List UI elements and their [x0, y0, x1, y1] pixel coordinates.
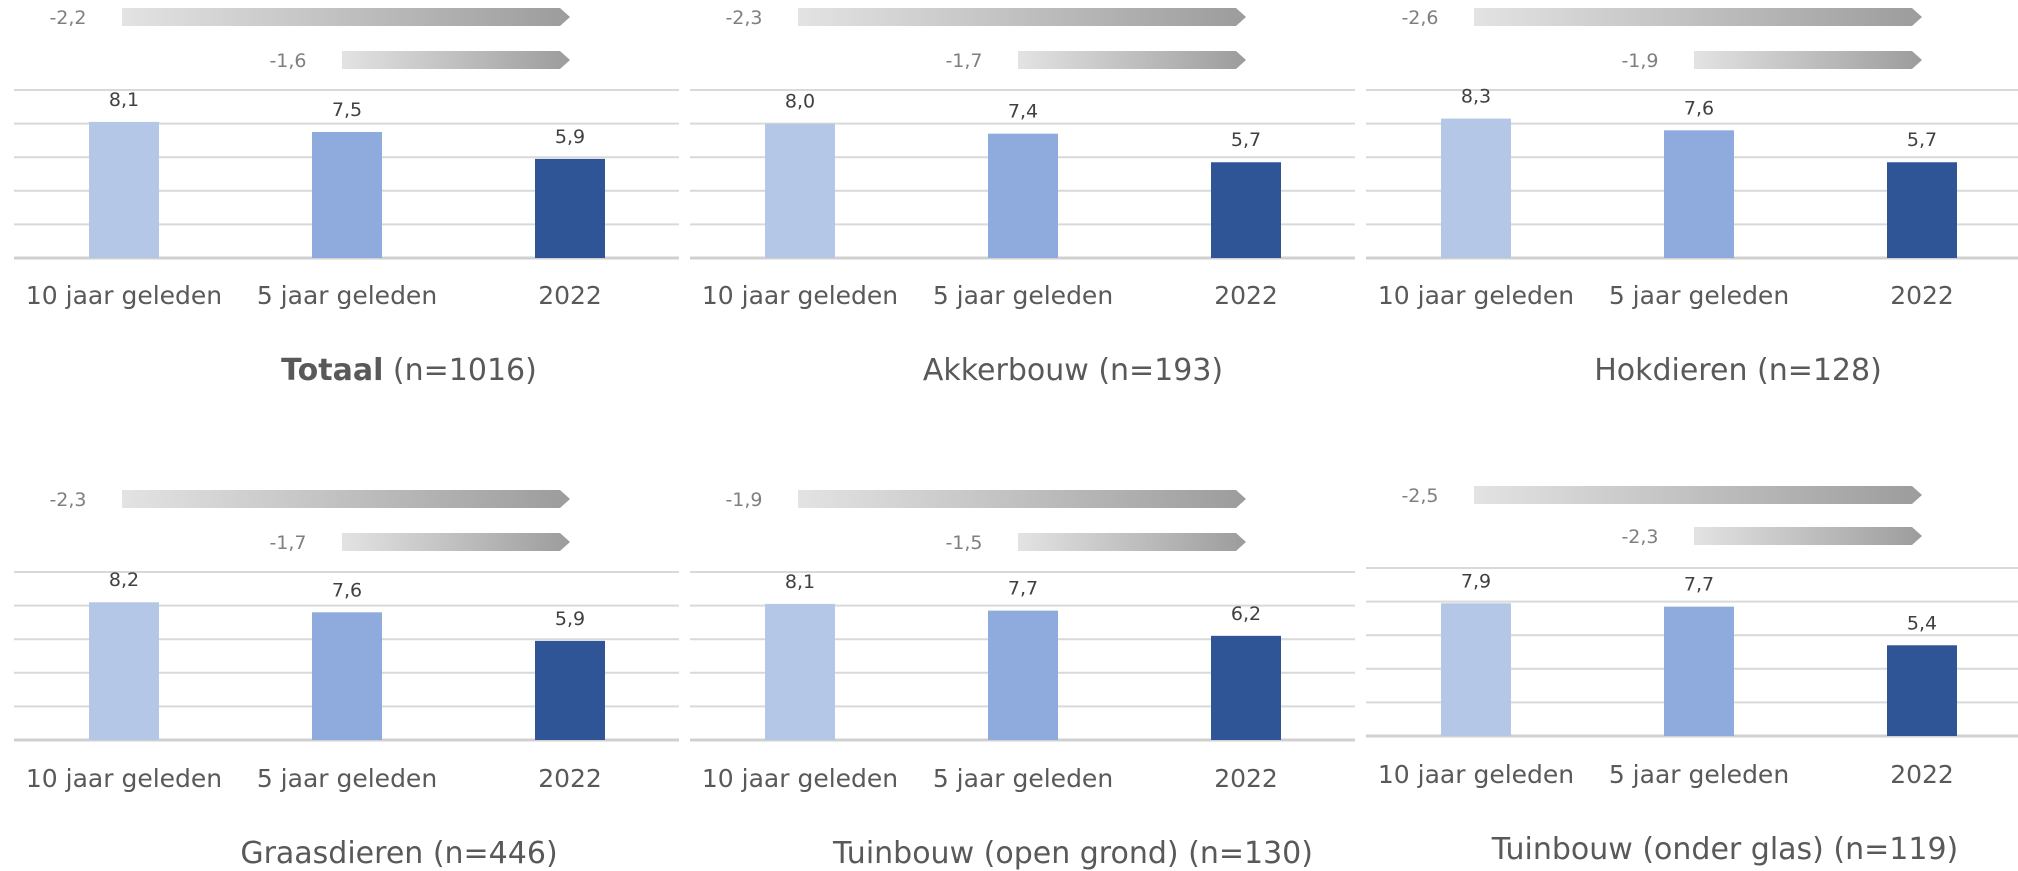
category-label: 2022 [1890, 760, 1954, 789]
data-label: 7,5 [332, 99, 362, 121]
bar [1887, 162, 1957, 258]
change-label: -2,5 [1401, 485, 1438, 507]
data-label: 5,7 [1231, 129, 1261, 151]
panel-title-rest: (n=1016) [383, 353, 536, 388]
bar [1441, 603, 1511, 736]
change-label: -1,7 [945, 50, 982, 72]
category-label: 10 jaar geleden [702, 764, 898, 793]
panel-title: Graasdieren (n=446) [240, 836, 557, 871]
change-arrow [342, 51, 570, 69]
data-label: 7,7 [1684, 574, 1714, 596]
change-arrow [122, 490, 570, 508]
change-label: -2,2 [49, 7, 86, 29]
data-label: 8,2 [109, 569, 139, 591]
chart-panel-1: 8,1 10 jaar geleden 7,5 5 jaar geleden 5,9 20… [14, 7, 679, 388]
change-label: -1,7 [269, 532, 306, 554]
data-label: 8,1 [109, 89, 139, 111]
panel-title: Tuinbouw (onder glas) (n=119) [1491, 832, 1959, 867]
panel-title-rest: Tuinbouw (onder glas) (n=119) [1491, 832, 1959, 867]
bar [312, 612, 382, 740]
category-label: 2022 [1214, 764, 1278, 793]
panel-title-rest: Graasdieren (n=446) [240, 836, 557, 871]
bar [1664, 130, 1734, 258]
category-label: 10 jaar geleden [26, 281, 222, 310]
category-label: 10 jaar geleden [702, 281, 898, 310]
data-label: 5,9 [555, 608, 585, 630]
data-label: 5,4 [1907, 612, 1937, 634]
data-label: 7,7 [1008, 578, 1038, 600]
category-label: 2022 [538, 764, 602, 793]
data-label: 6,2 [1231, 603, 1261, 625]
bar [765, 603, 835, 740]
category-label: 5 jaar geleden [933, 764, 1113, 793]
change-arrow [798, 490, 1246, 508]
panel-title-bold: Totaal [281, 353, 383, 388]
category-label: 5 jaar geleden [257, 281, 437, 310]
change-label: -2,3 [1621, 526, 1658, 548]
bar [535, 640, 605, 740]
change-label: -1,9 [1621, 50, 1658, 72]
change-label: -2,3 [725, 7, 762, 29]
data-label: 5,9 [555, 126, 585, 148]
data-label: 8,0 [785, 91, 815, 113]
category-label: 2022 [1890, 281, 1954, 310]
data-label: 7,6 [1684, 97, 1714, 119]
change-arrow [1474, 486, 1922, 504]
change-arrow [342, 533, 570, 551]
category-label: 5 jaar geleden [1609, 760, 1789, 789]
change-arrow [1474, 8, 1922, 26]
bar [1441, 118, 1511, 258]
category-label: 10 jaar geleden [26, 764, 222, 793]
data-label: 7,6 [332, 579, 362, 601]
panel-title-rest: Akkerbouw (n=193) [923, 353, 1223, 388]
change-arrow [798, 8, 1246, 26]
data-label: 7,4 [1008, 101, 1038, 123]
category-label: 5 jaar geleden [1609, 281, 1789, 310]
data-label: 5,7 [1907, 129, 1937, 151]
category-label: 10 jaar geleden [1378, 281, 1574, 310]
bar [535, 158, 605, 258]
bar [988, 133, 1058, 258]
panel-title-rest: Tuinbouw (open grond) (n=130) [832, 836, 1313, 871]
change-arrow [1018, 533, 1246, 551]
panel-title: Tuinbouw (open grond) (n=130) [832, 836, 1313, 871]
category-label: 5 jaar geleden [257, 764, 437, 793]
bar [1211, 162, 1281, 258]
category-label: 10 jaar geleden [1378, 760, 1574, 789]
change-label: -1,9 [725, 489, 762, 511]
category-label: 2022 [1214, 281, 1278, 310]
change-arrow [1694, 527, 1922, 545]
data-label: 8,1 [785, 571, 815, 593]
bar [312, 132, 382, 258]
chart-panel-5: 8,1 10 jaar geleden 7,7 5 jaar geleden 6,2 20… [690, 489, 1355, 871]
category-label: 2022 [538, 281, 602, 310]
chart-panel-3: 8,3 10 jaar geleden 7,6 5 jaar geleden 5,7 20… [1366, 7, 2018, 388]
panel-title: Akkerbouw (n=193) [923, 353, 1223, 388]
bar [1664, 606, 1734, 736]
change-label: -2,6 [1401, 7, 1438, 29]
bar [89, 121, 159, 258]
bar [765, 123, 835, 258]
panel-title-rest: Hokdieren (n=128) [1594, 353, 1882, 388]
bar [988, 610, 1058, 740]
data-label: 7,9 [1461, 570, 1491, 592]
change-arrow [1694, 51, 1922, 69]
change-arrow [122, 8, 570, 26]
bar [89, 602, 159, 740]
change-arrow [1018, 51, 1246, 69]
chart-panel-2: 8,0 10 jaar geleden 7,4 5 jaar geleden 5,7 20… [690, 7, 1355, 388]
data-label: 8,3 [1461, 86, 1491, 108]
change-label: -1,6 [269, 50, 306, 72]
panel-title: Totaal (n=1016) [281, 353, 537, 388]
change-label: -2,3 [49, 489, 86, 511]
bar [1211, 635, 1281, 740]
bar [1887, 645, 1957, 736]
chart-panel-4: 8,2 10 jaar geleden 7,6 5 jaar geleden 5,9 20… [14, 489, 679, 871]
category-label: 5 jaar geleden [933, 281, 1113, 310]
panel-title: Hokdieren (n=128) [1594, 353, 1882, 388]
change-label: -1,5 [945, 532, 982, 554]
chart-panel-6: 7,9 10 jaar geleden 7,7 5 jaar geleden 5,4 20… [1366, 485, 2018, 867]
